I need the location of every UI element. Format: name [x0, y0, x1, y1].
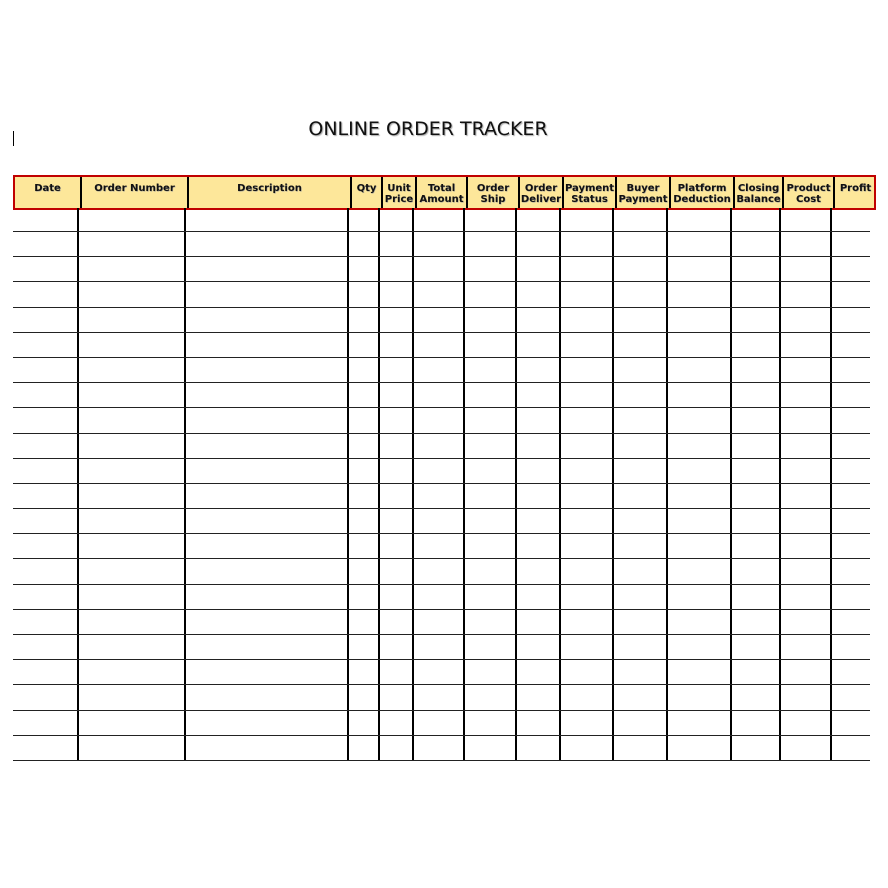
- table-row[interactable]: [13, 634, 870, 635]
- column-header-order-number: Order Number: [80, 177, 187, 208]
- table-row[interactable]: [13, 735, 870, 736]
- column-divider: [559, 208, 561, 760]
- table-row[interactable]: [13, 256, 870, 257]
- table-row[interactable]: [13, 684, 870, 685]
- page-title: ONLINE ORDER TRACKER: [308, 118, 548, 140]
- column-divider: [77, 208, 79, 760]
- column-header-order-ship: Order Ship: [466, 177, 518, 208]
- column-divider: [463, 208, 465, 760]
- column-divider: [412, 208, 414, 760]
- table-row[interactable]: [13, 281, 870, 282]
- column-header-profit: Profit: [833, 177, 876, 208]
- table-row[interactable]: [13, 760, 870, 761]
- table-row[interactable]: [13, 332, 870, 333]
- column-divider: [779, 208, 781, 760]
- column-header-total-amount: Total Amount: [415, 177, 466, 208]
- column-header-qty: Qty: [350, 177, 381, 208]
- table-row[interactable]: [13, 558, 870, 559]
- column-divider: [730, 208, 732, 760]
- table-row[interactable]: [13, 382, 870, 383]
- table-header: Date Order Number Description Qty Unit Price…: [13, 175, 876, 210]
- table-row[interactable]: [13, 508, 870, 509]
- column-header-description: Description: [187, 177, 350, 208]
- table-row[interactable]: [13, 231, 870, 232]
- table-row[interactable]: [13, 533, 870, 534]
- column-header-buyer-payment: Buyer Payment: [615, 177, 669, 208]
- column-header-closing-balance: Closing Balance: [733, 177, 782, 208]
- table-row[interactable]: [13, 458, 870, 459]
- column-divider: [830, 208, 832, 760]
- table-row[interactable]: [13, 483, 870, 484]
- table-row[interactable]: [13, 609, 870, 610]
- column-header-payment-status: Payment Status: [562, 177, 615, 208]
- table-row[interactable]: [13, 584, 870, 585]
- text-cursor: [13, 131, 14, 146]
- column-divider: [612, 208, 614, 760]
- column-divider: [666, 208, 668, 760]
- column-divider: [184, 208, 186, 760]
- column-header-order-deliver: Order Deliver: [518, 177, 562, 208]
- column-header-product-cost: Product Cost: [782, 177, 833, 208]
- table-row[interactable]: [13, 407, 870, 408]
- column-header-platform-deduction: Platform Deduction: [669, 177, 733, 208]
- table-row[interactable]: [13, 710, 870, 711]
- column-header-date: Date: [34, 183, 61, 194]
- table-row[interactable]: [13, 433, 870, 434]
- column-header-unit-price: Unit Price: [381, 177, 415, 208]
- table-row[interactable]: [13, 659, 870, 660]
- table-row[interactable]: [13, 307, 870, 308]
- table-row[interactable]: [13, 357, 870, 358]
- column-divider: [378, 208, 380, 760]
- column-divider: [347, 208, 349, 760]
- column-divider: [515, 208, 517, 760]
